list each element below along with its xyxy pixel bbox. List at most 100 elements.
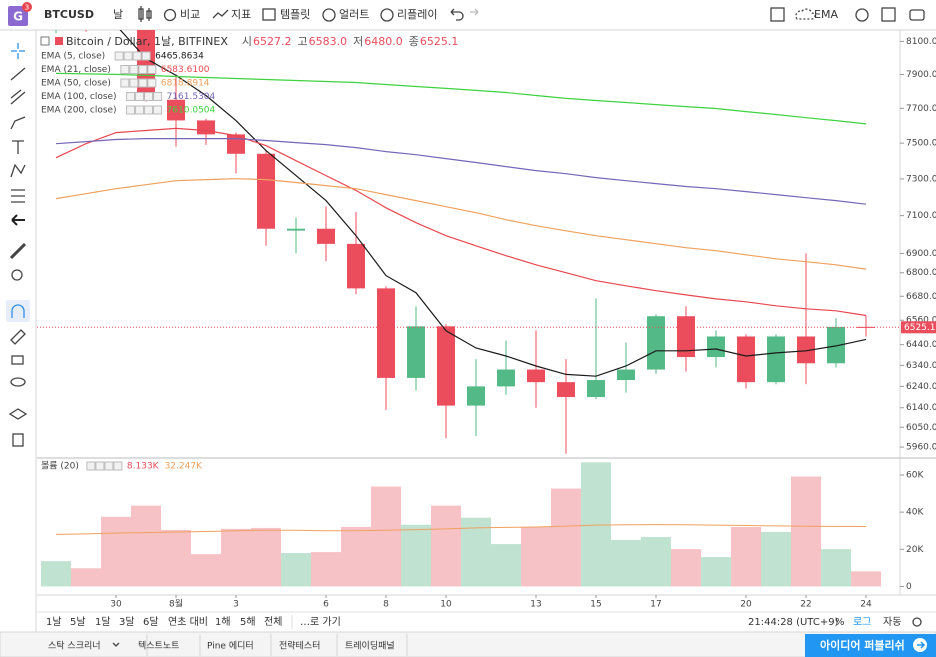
- volume-bar: [491, 544, 521, 587]
- toolbar-item[interactable]: 비교: [180, 8, 200, 21]
- candle-body: [257, 153, 275, 229]
- toolbar-item[interactable]: 얼러트: [339, 7, 369, 21]
- redo[interactable]: [470, 8, 479, 16]
- legend-button[interactable]: [123, 51, 133, 61]
- indicator-template[interactable]: EMA: [814, 8, 838, 21]
- legend-button[interactable]: [147, 78, 157, 88]
- legend-button[interactable]: [129, 65, 139, 74]
- template-icon[interactable]: [262, 8, 276, 21]
- volume-pane: [41, 462, 881, 587]
- legend-button[interactable]: [144, 105, 154, 115]
- range-button[interactable]: 1달: [95, 616, 111, 628]
- legend-button[interactable]: [144, 92, 154, 101]
- footer-tab[interactable]: 텍스트노트: [138, 641, 179, 652]
- legend-button[interactable]: [120, 78, 130, 88]
- pattern-tool[interactable]: [10, 163, 26, 178]
- range-button[interactable]: 3달: [119, 616, 135, 628]
- legend-button[interactable]: [95, 461, 105, 471]
- candle-body: [797, 336, 815, 364]
- symbol[interactable]: BTCUSD: [44, 8, 94, 21]
- crosshair-tool[interactable]: [11, 43, 25, 59]
- legend-button[interactable]: [114, 51, 124, 61]
- dropdown-icon[interactable]: [112, 642, 120, 647]
- prediction-tool[interactable]: [11, 189, 25, 203]
- legend-button[interactable]: [132, 51, 142, 61]
- logo-text: G: [13, 10, 23, 24]
- trend-tool[interactable]: [10, 67, 26, 81]
- legend-button[interactable]: [86, 461, 96, 471]
- candle-icon[interactable]: [138, 6, 152, 22]
- magnet-tool[interactable]: [11, 304, 25, 318]
- toolbar-item[interactable]: 리플레이: [397, 8, 437, 21]
- lock-tool[interactable]: [11, 355, 24, 365]
- range-button[interactable]: 전체: [264, 616, 282, 628]
- delete-tool[interactable]: [12, 433, 24, 447]
- layout-icon[interactable]: [770, 7, 785, 22]
- undo[interactable]: [450, 8, 464, 21]
- range-button[interactable]: 5해: [240, 615, 256, 628]
- footer-tab[interactable]: 전략테스터: [279, 640, 320, 652]
- scale-option[interactable]: 자동: [883, 616, 901, 628]
- footer-tab[interactable]: Pine 에디터: [207, 641, 254, 652]
- indicator-icon[interactable]: [212, 9, 229, 19]
- legend-button[interactable]: [141, 51, 151, 61]
- legend-button[interactable]: [120, 65, 130, 74]
- layers-tool[interactable]: [8, 408, 28, 420]
- legend-button[interactable]: [113, 461, 123, 471]
- ema-line: [55, 127, 867, 317]
- replay-icon[interactable]: [380, 8, 394, 22]
- footer-tab[interactable]: 스탁 스크리너: [48, 640, 101, 652]
- back-tool[interactable]: [11, 214, 25, 226]
- fullscreen-icon[interactable]: [881, 7, 896, 22]
- legend-button[interactable]: [129, 78, 139, 88]
- toolbar-item[interactable]: 템플릿: [280, 8, 310, 21]
- scale-option[interactable]: %: [835, 617, 845, 628]
- legend-button[interactable]: [138, 78, 148, 88]
- legend-button[interactable]: [147, 65, 157, 74]
- range-button[interactable]: 연초 대비: [168, 616, 208, 628]
- zoom-tool[interactable]: [11, 269, 23, 281]
- alert-icon[interactable]: [322, 8, 336, 22]
- goto-button[interactable]: …로 가기: [300, 616, 341, 628]
- candle-body: [617, 369, 635, 381]
- scale-option[interactable]: 로그: [853, 617, 871, 628]
- y-tick-label: 60K: [906, 471, 924, 481]
- range-button[interactable]: 1날: [46, 616, 62, 628]
- snapshot-icon[interactable]: [909, 9, 925, 21]
- magnet-bg: [6, 300, 30, 322]
- collapse-icon[interactable]: [40, 36, 50, 46]
- compare-icon[interactable]: [163, 8, 177, 22]
- interval[interactable]: 날: [113, 8, 123, 21]
- candle-body: [437, 326, 455, 406]
- ruler-tool[interactable]: [9, 242, 27, 260]
- chart-settings[interactable]: [912, 617, 922, 627]
- range-button[interactable]: 1해: [215, 615, 231, 628]
- lock-drawing-tool[interactable]: [10, 329, 26, 345]
- toolbar-item[interactable]: 지표: [231, 8, 251, 21]
- range-button[interactable]: 5날: [70, 616, 86, 628]
- volume-bar: [341, 527, 371, 587]
- range-button[interactable]: 6달: [143, 616, 159, 628]
- legend-button[interactable]: [126, 92, 136, 101]
- footer-tab[interactable]: 트레이딩패널: [345, 641, 395, 652]
- text-tool[interactable]: [12, 140, 24, 154]
- y-tick-label: 6900.0: [906, 249, 936, 259]
- settings-icon[interactable]: [855, 8, 869, 22]
- x-tick-label: 13: [530, 600, 541, 610]
- logo[interactable]: [8, 6, 28, 26]
- fib-tool[interactable]: [10, 89, 26, 105]
- legend-button[interactable]: [153, 92, 163, 101]
- legend-button[interactable]: [153, 105, 163, 115]
- ohlc-value: 6525.1: [420, 35, 459, 48]
- brush-tool[interactable]: [10, 116, 26, 130]
- legend-button[interactable]: [126, 105, 136, 115]
- legend-button[interactable]: [135, 92, 145, 101]
- visibility-tool[interactable]: [10, 377, 26, 387]
- legend-button[interactable]: [135, 105, 145, 115]
- legend-button[interactable]: [138, 65, 148, 74]
- legend-button[interactable]: [104, 461, 114, 471]
- volume-bar: [761, 532, 791, 587]
- publish-button[interactable]: [805, 634, 936, 657]
- footer: [0, 631, 936, 657]
